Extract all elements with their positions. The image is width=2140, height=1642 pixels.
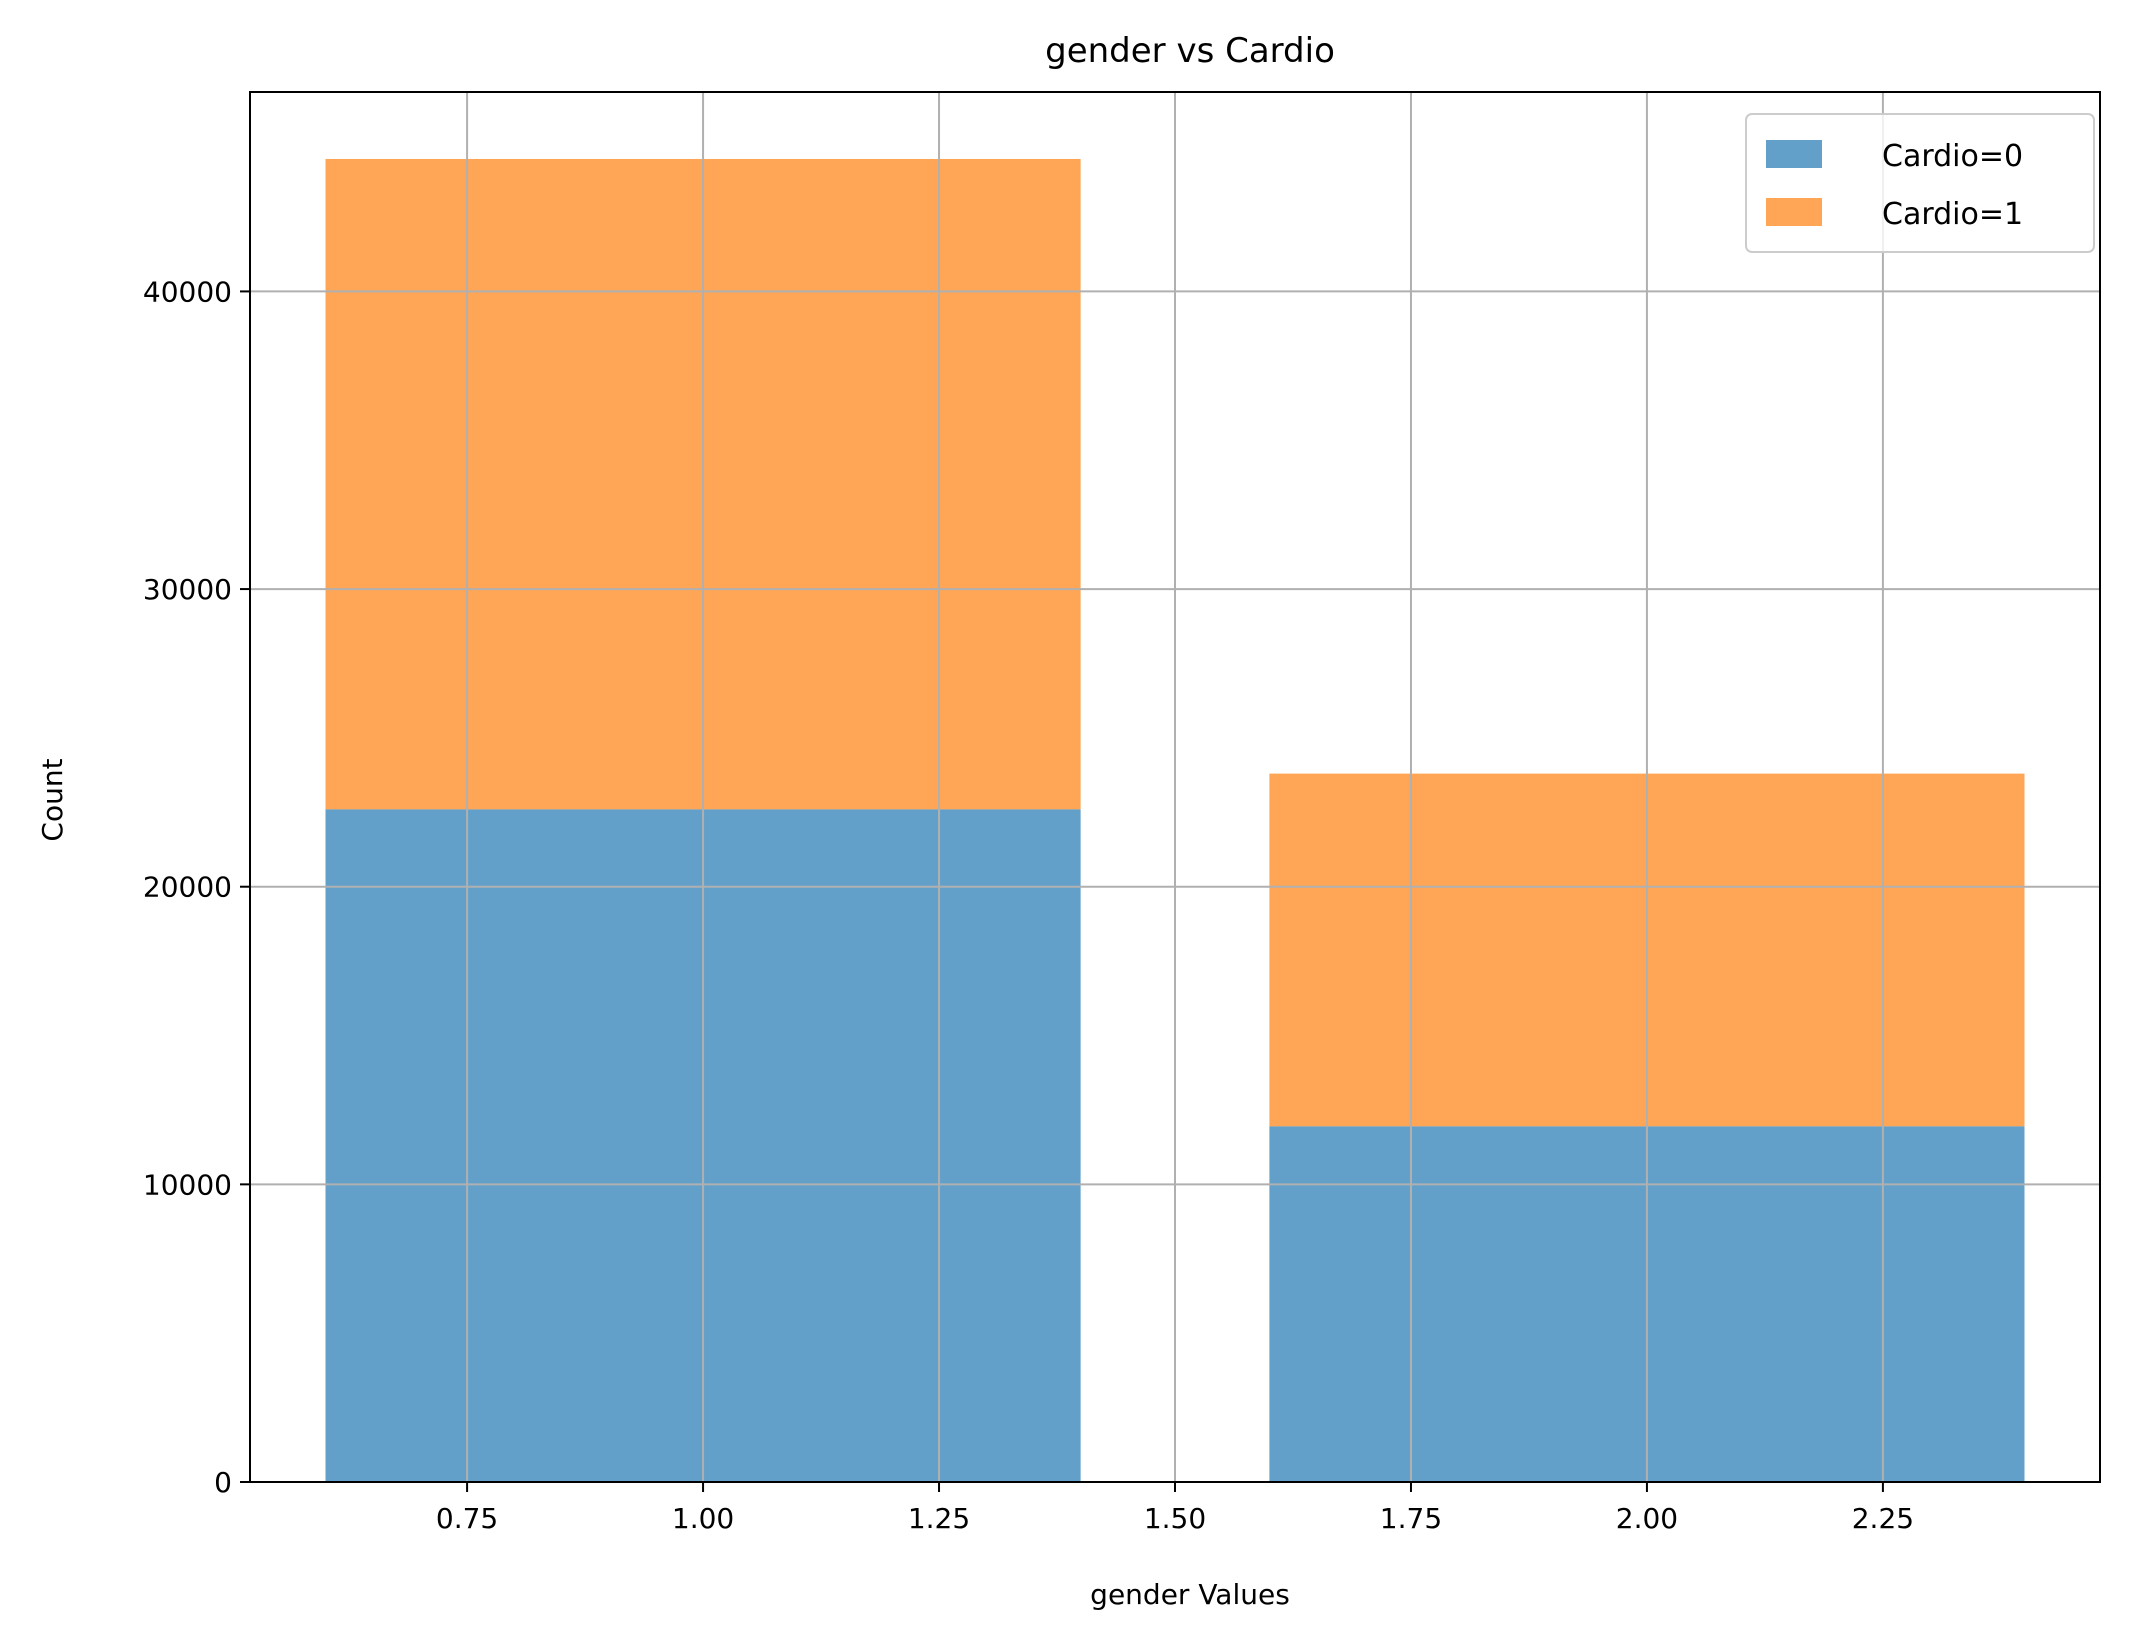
legend-label-cardio0: Cardio=0 — [1882, 139, 2023, 174]
legend-label-cardio1: Cardio=1 — [1882, 197, 2023, 232]
y-tick-label: 30000 — [143, 573, 232, 606]
legend-box — [1745, 113, 2095, 253]
y-tick-label: 0 — [214, 1466, 232, 1499]
x-axis-label: gender Values — [1090, 1578, 1290, 1611]
y-tick-label: 10000 — [143, 1168, 232, 1201]
y-axis-label: Count — [36, 758, 69, 841]
x-tick-label: 2.00 — [1616, 1502, 1678, 1535]
x-tick-label: 0.75 — [436, 1502, 498, 1535]
chart-title: gender vs Cardio — [1045, 31, 1335, 71]
x-tick-label: 1.50 — [1144, 1502, 1206, 1535]
legend-swatch-cardio0 — [1766, 140, 1822, 168]
y-tick-label: 40000 — [143, 275, 232, 308]
x-tick-label: 1.00 — [672, 1502, 734, 1535]
legend-swatch-cardio1 — [1766, 198, 1822, 226]
x-tick-label: 1.25 — [908, 1502, 970, 1535]
ticks: 0.75 1.00 1.25 1.50 1.75 2.00 2.25 0 10000 20000 3… — [143, 275, 1914, 1535]
grid-lines — [250, 92, 2100, 1483]
legend: Cardio=0 Cardio=1 — [1745, 113, 2095, 253]
y-tick-label: 20000 — [143, 871, 232, 904]
x-tick-label: 2.25 — [1852, 1502, 1914, 1535]
x-tick-label: 1.75 — [1380, 1502, 1442, 1535]
